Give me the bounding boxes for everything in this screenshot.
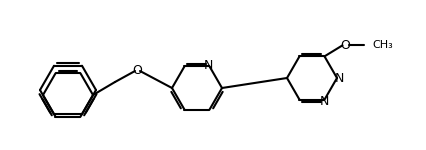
Text: O: O xyxy=(132,64,142,78)
Text: N: N xyxy=(204,59,213,72)
Text: N: N xyxy=(320,95,329,108)
Text: N: N xyxy=(334,72,344,84)
Text: O: O xyxy=(340,39,351,52)
Text: CH₃: CH₃ xyxy=(372,40,393,50)
